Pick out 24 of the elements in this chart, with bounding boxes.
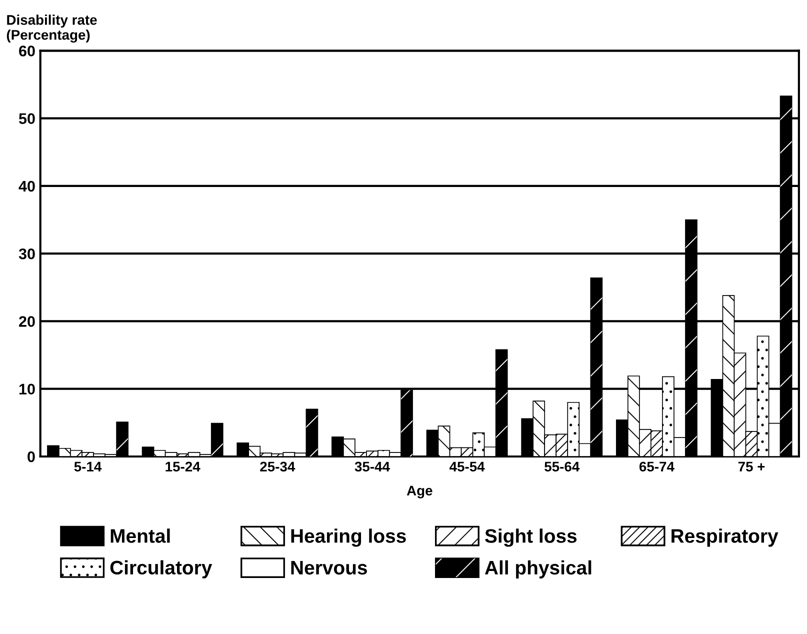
x-tick-label: 5-14 (74, 462, 102, 472)
x-tick-label: 15-24 (166, 462, 200, 472)
y-tick-label: 60 (19, 46, 35, 56)
legend-label: All physical (484, 560, 592, 578)
x-tick-label: 65-74 (639, 462, 674, 472)
legend-label: Respiratory (672, 528, 778, 547)
x-tick-label: 25-34 (260, 462, 296, 472)
y-tick-label: 30 (18, 248, 35, 260)
y-tick-label: 20 (19, 316, 35, 327)
x-tick-label: 45-54 (450, 462, 485, 472)
x-tick-label: 55-64 (544, 462, 580, 472)
y-tick-label: 10 (19, 384, 35, 395)
y-tick-label: 40 (18, 180, 35, 192)
legend-label: Mental (110, 528, 170, 543)
y-tick-label: 0 (28, 451, 35, 462)
legend-label: Sight loss (485, 528, 577, 547)
y-tick-label: 50 (18, 113, 35, 124)
legend-label: Circulatory (110, 560, 212, 578)
y-axis-title: Disability rate (Percentage) (6, 14, 97, 43)
legend-label: Nervous (291, 561, 367, 575)
legend-label: Hearing loss (291, 528, 406, 547)
x-tick-label: 35-44 (354, 462, 390, 472)
x-tick-label: 75 + (738, 462, 765, 472)
x-axis-title: Age (406, 486, 432, 498)
